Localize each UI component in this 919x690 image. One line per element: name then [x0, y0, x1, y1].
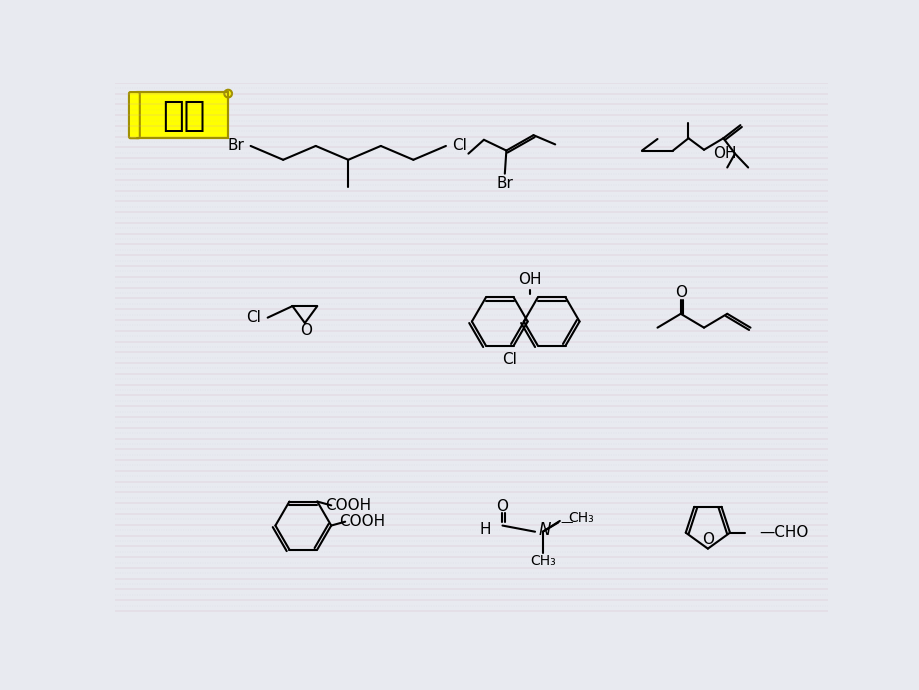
Text: OH: OH — [712, 146, 736, 161]
Text: O: O — [496, 499, 508, 514]
Text: COOH: COOH — [339, 514, 385, 529]
Text: Cl: Cl — [451, 139, 467, 153]
Text: O: O — [675, 285, 686, 299]
Text: —: — — [560, 516, 573, 529]
Circle shape — [224, 90, 232, 97]
Text: OH: OH — [517, 273, 540, 288]
Text: —CHO: —CHO — [758, 525, 808, 540]
Text: N: N — [538, 521, 550, 539]
Text: O: O — [701, 532, 713, 547]
Text: Cl: Cl — [246, 310, 261, 325]
Text: Br: Br — [227, 139, 244, 153]
Text: CH₃: CH₃ — [529, 554, 555, 568]
Text: O: O — [301, 323, 312, 338]
FancyBboxPatch shape — [137, 92, 228, 138]
Text: COOH: COOH — [324, 498, 371, 513]
Text: Br: Br — [496, 176, 513, 191]
FancyBboxPatch shape — [129, 92, 140, 138]
Text: Cl: Cl — [502, 352, 516, 367]
Text: CH₃: CH₃ — [568, 511, 594, 525]
Text: 命名: 命名 — [162, 99, 205, 133]
Text: H: H — [479, 522, 491, 537]
